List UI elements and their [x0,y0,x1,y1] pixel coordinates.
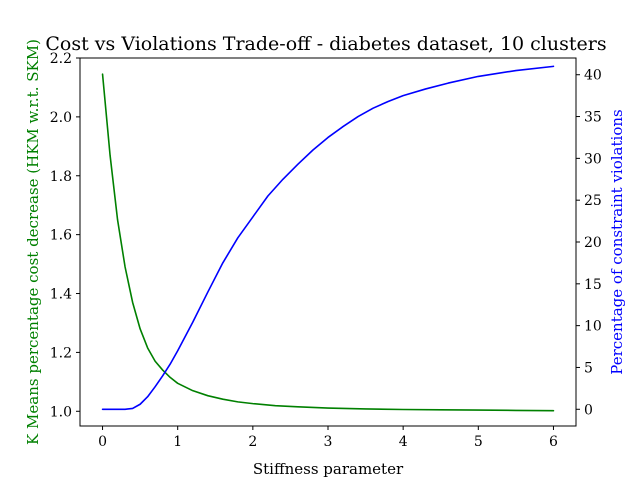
plot-frame [79,57,577,427]
y-right-tick-label: 30 [584,151,602,167]
y-left-tick-label: 1.6 [50,228,72,244]
axes: 0 1 2 3 4 5 6 1.0 1.2 1.4 1.6 1.8 2.0 2.2 0 5 10 15 20 25 30… [50,51,602,450]
plot-area [101,65,555,412]
y-left-tick-label: 1.0 [50,404,72,420]
x-tick-label: 0 [98,434,107,450]
x-tick-label: 5 [474,434,483,450]
x-tick-label: 3 [324,434,333,450]
y-right-tick-label: 35 [584,110,602,126]
chart-title: Cost vs Violations Trade-off - diabetes … [45,33,606,55]
y-right-tick-label: 10 [584,319,602,335]
y-right-tick-label: 0 [584,402,593,418]
violations-line [101,65,555,411]
y-axis-right-label: Percentage of constraint violations [608,109,626,374]
x-tick-label: 2 [248,434,257,450]
y-right-tick-label: 40 [584,68,602,84]
x-axis-label: Stiffness parameter [253,460,404,478]
cost-decrease-line [101,73,555,412]
y-left-tick-label: 1.4 [50,287,72,303]
y-left-tick-label: 1.8 [50,169,72,185]
x-tick-label: 6 [549,434,558,450]
x-tick-label: 1 [173,434,182,450]
y-left-tick-label: 2.2 [50,51,72,67]
y-right-tick-label: 25 [584,193,602,209]
x-tick-label: 4 [399,434,408,450]
y-right-tick-label: 5 [584,360,593,376]
y-axis-left-label: K Means percentage cost decrease (HKM w.… [24,39,42,445]
y-left-tick-label: 2.0 [50,110,72,126]
y-left-tick-label: 1.2 [50,345,72,361]
y-right-tick-label: 15 [584,277,602,293]
y-right-tick-label: 20 [584,235,602,251]
